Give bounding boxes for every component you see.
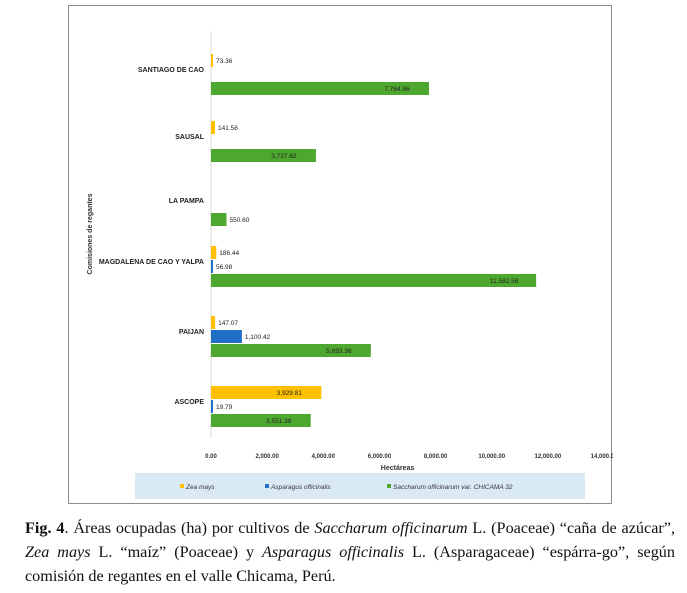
bar-1-4: [211, 330, 242, 343]
x-tick-labels-layer: 0.00 2,000.00 4,000.00 6,000.00 8,000.00 10,0…: [205, 454, 613, 460]
legend-swatch-2: [387, 484, 391, 488]
bar-2-1: [211, 149, 316, 162]
bar-2-2: [211, 213, 227, 226]
x-tick-label-4: 8,000.00: [424, 454, 448, 460]
x-axis-title: Hectáreas: [381, 465, 415, 472]
category-label-1: SAUSAL: [175, 134, 205, 141]
bar-2-5: [211, 414, 311, 427]
x-tick-label-2: 4,000.00: [312, 454, 336, 460]
x-tick-label-1: 2,000.00: [255, 454, 279, 460]
x-tick-label-3: 6,000.00: [368, 454, 392, 460]
chart-frame: 73.36 7,764.86 141.58 3,737.62 550.60 186.44 5…: [68, 5, 613, 504]
bars-layer: [210, 31, 537, 438]
legend-label-2: Saccharum officinarum var. CHICAMA 32: [393, 484, 513, 491]
bar-2-4: [211, 344, 371, 357]
category-label-2: LA PAMPA: [169, 198, 204, 205]
data-label-2-1: 3,737.62: [271, 153, 297, 160]
category-labels-layer: SANTIAGO DE CAO SAUSAL LA PAMPA MAGDALENA D…: [99, 67, 205, 406]
legend-swatch-0: [180, 484, 184, 488]
bar-0-4: [211, 316, 216, 329]
caption-species-1: Saccharum officinarum: [314, 519, 468, 537]
bar-1-3: [211, 260, 213, 273]
category-label-3: MAGDALENA DE CAO Y YALPA: [99, 259, 204, 266]
data-label-0-5: 3,929.81: [277, 390, 303, 397]
x-tick-label-0: 0.00: [205, 454, 217, 460]
caption-species-2: Zea mays: [25, 543, 91, 561]
data-label-2-3: 11,582.58: [490, 278, 519, 285]
caption-text-4: L. (Asparagaceae) “espárra-go”, según co…: [25, 543, 675, 585]
caption-text-3: L. “maíz” (Poaceae) y: [90, 543, 263, 561]
legend-box: [135, 473, 585, 499]
legend-label-0: Zea mays: [185, 484, 215, 491]
x-tick-label-7: 14,000.00: [591, 454, 613, 460]
data-label-2-2: 550.60: [229, 217, 249, 224]
data-label-2-5: 3,551.38: [266, 418, 292, 425]
category-label-5: ASCOPE: [174, 399, 204, 406]
data-label-0-3: 186.44: [219, 250, 239, 257]
legend-label-1: Asparagus officinalis: [270, 484, 331, 491]
category-label-4: PAIJAN: [179, 329, 204, 336]
data-label-1-4: 1,100.42: [245, 334, 271, 341]
legend-items: Zea mays Asparagus officinalis Saccharum o…: [180, 484, 513, 491]
data-label-1-5: 19.79: [216, 404, 233, 411]
bar-1-5: [211, 400, 213, 413]
caption-text-1: . Áreas ocupadas (ha) por cultivos de: [64, 519, 315, 537]
data-labels-layer: 73.36 7,764.86 141.58 3,737.62 550.60 186.44 5…: [216, 58, 519, 425]
data-label-1-3: 56.98: [216, 264, 233, 271]
figure-label: Fig. 4: [25, 519, 65, 537]
data-label-2-0: 7,764.86: [384, 86, 410, 93]
legend: Zea mays Asparagus officinalis Saccharum o…: [135, 473, 585, 499]
x-tick-label-6: 12,000.00: [535, 454, 562, 460]
data-label-2-4: 5,693.36: [326, 348, 352, 355]
y-axis-title: Comisiones de regantes: [87, 193, 94, 274]
category-label-0: SANTIAGO DE CAO: [138, 67, 205, 74]
bar-2-3: [211, 274, 537, 287]
data-label-0-0: 73.36: [216, 58, 233, 65]
bar-0-5: [211, 386, 322, 399]
bar-0-3: [211, 246, 217, 259]
bar-chart: 73.36 7,764.86 141.58 3,737.62 550.60 186.44 5…: [87, 31, 613, 499]
bar-0-0: [211, 54, 214, 67]
data-label-0-1: 141.58: [218, 125, 238, 132]
bar-2-0: [211, 82, 429, 95]
x-tick-label-5: 10,000.00: [478, 454, 505, 460]
caption-text-2: L. (Poaceae) “caña de azúcar”,: [467, 519, 675, 537]
figure-caption: Fig. 4. Áreas ocupadas (ha) por cultivos…: [25, 516, 675, 588]
bar-0-1: [211, 121, 215, 134]
data-label-0-4: 147.07: [218, 320, 238, 327]
legend-swatch-1: [265, 484, 269, 488]
caption-species-3: Asparagus officinalis: [262, 543, 405, 561]
